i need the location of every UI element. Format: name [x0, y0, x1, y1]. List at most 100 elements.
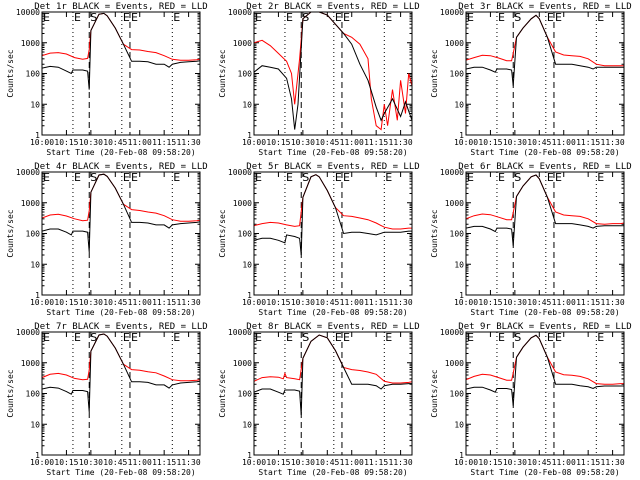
x-tick-label: 11:15: [364, 298, 388, 307]
x-tick-label: 10:45: [103, 298, 127, 307]
x-tick-label: 10:15: [266, 458, 290, 467]
events-curve: [254, 12, 412, 130]
marker-label: S: [302, 331, 309, 344]
x-axis-label: Start Time (20-Feb-08 09:58:20): [470, 468, 619, 477]
y-tick-label: 10: [454, 420, 464, 429]
marker-label: E: [131, 331, 138, 344]
y-tick-label: 100: [26, 390, 41, 399]
plot-frame: [253, 171, 413, 296]
y-tick-label: 1000: [233, 39, 252, 48]
y-tick-label: 1: [459, 291, 464, 300]
marker-label: E: [286, 11, 293, 24]
panel-det-3: Det 3r BLACK = Events, RED = LLD Counts/s…: [430, 2, 632, 157]
panel-det-2: Det 2r BLACK = Events, RED = LLD Counts/s…: [218, 2, 420, 157]
y-tick-label: 100: [450, 230, 465, 239]
x-tick-label: 11:00: [340, 458, 364, 467]
y-tick-label: 100: [26, 230, 41, 239]
x-tick-label: 11:00: [128, 458, 152, 467]
y-tick-label: 1: [35, 131, 40, 140]
x-tick-label: 11:00: [128, 298, 152, 307]
y-tick-label: 10000: [440, 8, 464, 17]
x-tick-label: 11:15: [152, 458, 176, 467]
y-tick-label: 1000: [445, 359, 464, 368]
marker-label: E: [343, 11, 350, 24]
panel-title: Det 4r BLACK = Events, RED = LLD: [34, 162, 207, 172]
x-tick-label: 11:30: [389, 298, 413, 307]
y-tick-label: 1000: [21, 39, 40, 48]
y-tick-label: 1: [247, 131, 252, 140]
marker-label: E: [343, 331, 350, 344]
x-tick-label: 11:15: [576, 458, 600, 467]
y-tick-label: 1: [35, 451, 40, 460]
x-tick-label: 10:45: [527, 298, 551, 307]
marker-label: E: [255, 11, 262, 24]
x-tick-label: 10:30: [79, 458, 103, 467]
x-tick-label: 10:15: [478, 298, 502, 307]
x-tick-label: 10:45: [103, 458, 127, 467]
panel-det-6: Det 6r BLACK = Events, RED = LLD Counts/s…: [430, 162, 632, 317]
y-tick-label: 1: [459, 451, 464, 460]
x-tick-label: 11:00: [128, 138, 152, 147]
x-tick-label: 10:45: [315, 138, 339, 147]
y-tick-label: 10: [30, 100, 40, 109]
events-curve: [466, 174, 624, 246]
marker-label: E: [343, 171, 350, 184]
x-tick-label: 10:45: [527, 138, 551, 147]
events-curve: [254, 174, 412, 256]
marker-label: E: [547, 11, 554, 24]
marker-label: S: [302, 171, 309, 184]
marker-label: E: [597, 331, 604, 344]
marker-label: S: [90, 171, 97, 184]
panel-det-1: Det 1r BLACK = Events, RED = LLD Counts/s…: [6, 2, 208, 157]
x-axis-label: Start Time (20-Feb-08 09:58:20): [46, 308, 195, 317]
marker-label: E: [385, 331, 392, 344]
events-curve: [466, 334, 624, 406]
x-tick-label: 11:15: [576, 138, 600, 147]
marker-label: E: [286, 171, 293, 184]
y-axis-label: Counts/sec: [6, 369, 15, 417]
marker-label: E: [74, 11, 81, 24]
panel-title: Det 8r BLACK = Events, RED = LLD: [246, 322, 419, 332]
marker-label: E: [131, 11, 138, 24]
marker-label: E: [286, 331, 293, 344]
y-tick-label: 10: [30, 420, 40, 429]
panel-title: Det 6r BLACK = Events, RED = LLD: [458, 162, 631, 172]
x-tick-label: 10:30: [291, 458, 315, 467]
x-tick-label: 11:15: [364, 458, 388, 467]
y-tick-label: 100: [238, 230, 253, 239]
marker-label: S: [90, 11, 97, 24]
x-tick-label: 10:00: [454, 138, 478, 147]
marker-label: S: [302, 11, 309, 24]
y-axis-label: Counts/sec: [430, 369, 439, 417]
y-tick-label: 10: [242, 100, 252, 109]
x-tick-label: 10:45: [103, 138, 127, 147]
y-tick-label: 1000: [445, 39, 464, 48]
y-tick-label: 1000: [445, 199, 464, 208]
y-tick-label: 10: [242, 420, 252, 429]
marker-label: E: [467, 11, 474, 24]
x-tick-label: 10:30: [503, 138, 527, 147]
marker-label: E: [173, 11, 180, 24]
marker-label: E: [74, 171, 81, 184]
x-tick-label: 11:15: [576, 298, 600, 307]
y-axis-label: Counts/sec: [430, 49, 439, 97]
x-axis-label: Start Time (20-Feb-08 09:58:20): [470, 148, 619, 157]
x-tick-label: 10:15: [266, 138, 290, 147]
marker-label: S: [90, 331, 97, 344]
panel-title: Det 5r BLACK = Events, RED = LLD: [246, 162, 419, 172]
y-axis-label: Counts/sec: [430, 209, 439, 257]
x-axis-label: Start Time (20-Feb-08 09:58:20): [470, 308, 619, 317]
y-tick-label: 100: [238, 70, 253, 79]
x-tick-label: 10:00: [30, 458, 54, 467]
y-axis-label: Counts/sec: [218, 369, 227, 417]
marker-label: E: [43, 331, 50, 344]
x-tick-label: 10:30: [503, 458, 527, 467]
y-tick-label: 100: [238, 390, 253, 399]
y-tick-label: 10000: [228, 328, 252, 337]
marker-label: E: [467, 171, 474, 184]
y-axis-label: Counts/sec: [218, 49, 227, 97]
plot-frame: [253, 11, 413, 136]
y-tick-label: 10: [454, 260, 464, 269]
marker-label: E: [385, 11, 392, 24]
x-tick-label: 10:30: [79, 298, 103, 307]
